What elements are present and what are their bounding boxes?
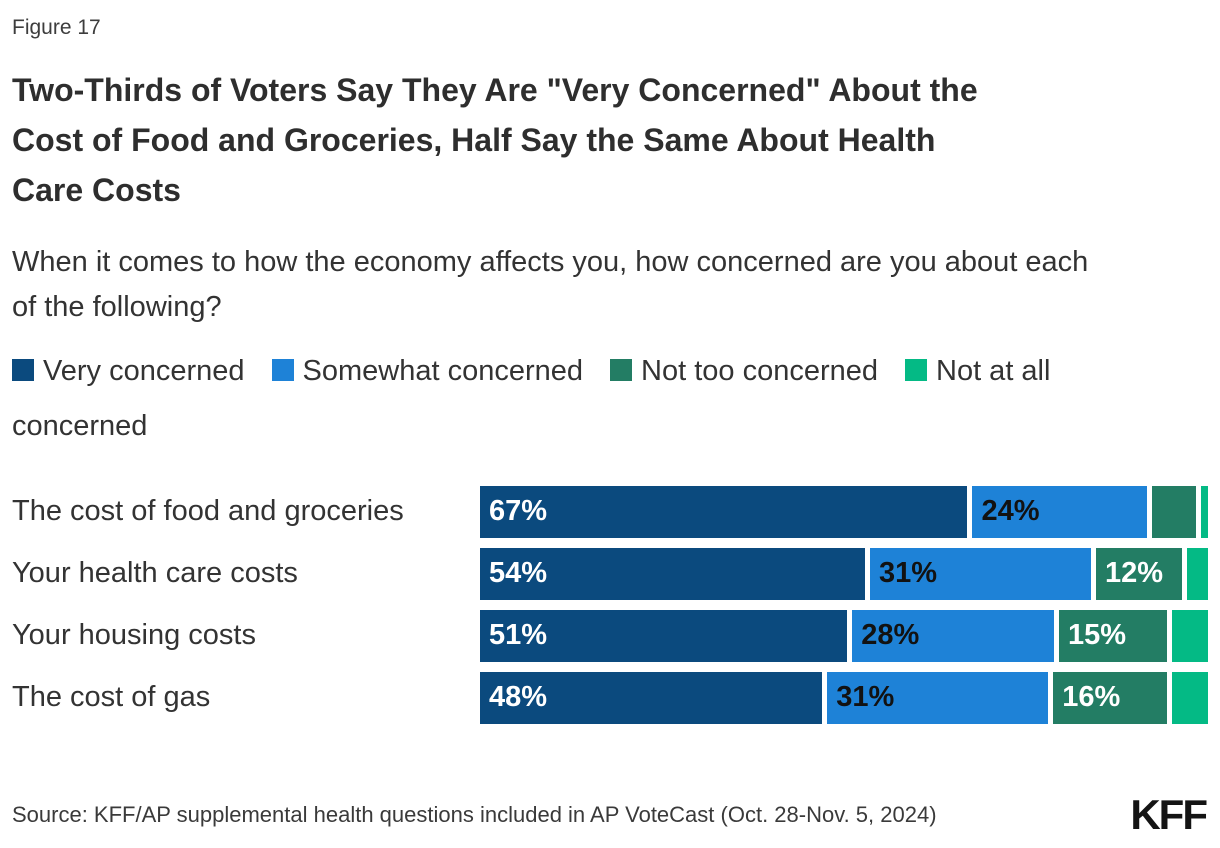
bar-segment-value: 67%	[489, 495, 548, 528]
bar-segment-not-too-concerned: 16%	[1053, 671, 1168, 724]
chart-footer: Source: KFF/AP supplemental health quest…	[12, 791, 1208, 838]
legend-swatch-not-too-concerned	[610, 358, 633, 381]
bar-segment-somewhat-concerned: 24%	[972, 485, 1148, 538]
bar-segment-very-concerned: 48%	[480, 671, 823, 724]
bar-segment-not-at-all-concerned	[1172, 671, 1208, 724]
bar-segment-value: 31%	[879, 557, 938, 590]
bar-segment-very-concerned: 54%	[480, 547, 866, 600]
source-note: Source: KFF/AP supplemental health quest…	[12, 802, 937, 827]
category-label: The cost of gas	[12, 681, 211, 714]
bar-segment-not-too-concerned: 12%	[1096, 547, 1182, 600]
bar-segment-value: 28%	[861, 619, 920, 652]
stacked-bar: 51% 28% 15%	[480, 609, 1208, 662]
legend-swatch-not-at-all-concerned	[905, 358, 927, 381]
bar-segment-somewhat-concerned: 28%	[852, 609, 1054, 662]
bar-segment-value: 31%	[836, 681, 895, 714]
bar-segment-somewhat-concerned: 31%	[827, 671, 1049, 724]
bar-segment-very-concerned: 51%	[480, 609, 848, 662]
bar-segment-somewhat-concerned: 31%	[870, 547, 1092, 600]
bar-row-your-health-care-costs: Your health care costs 54% 31% 12%	[12, 547, 1208, 600]
legend-swatch-very-concerned	[12, 358, 34, 381]
bar-segment-not-too-concerned: 15%	[1058, 609, 1167, 662]
stacked-bar: 67% 24%	[480, 485, 1208, 538]
bar-segment-value: 48%	[489, 681, 548, 714]
chart-subtitle: When it comes to how the economy affects…	[12, 245, 1089, 323]
legend-swatch-somewhat-concerned	[271, 358, 294, 381]
category-label: Your housing costs	[12, 619, 256, 652]
legend-item-somewhat-concerned: Somewhat concerned	[271, 355, 583, 387]
kff-logo: KFF	[1130, 791, 1208, 838]
bar-segment-not-too-concerned	[1152, 485, 1196, 538]
figure-number-label: Figure 17	[12, 16, 101, 39]
bar-segment-not-at-all-concerned	[1171, 609, 1208, 662]
bar-row-your-housing-costs: Your housing costs 51% 28% 15%	[12, 609, 1208, 662]
stacked-bar-chart: The cost of food and groceries 67% 24% Your…	[12, 485, 1208, 724]
chart-title: Two-Thirds of Voters Say They Are "Very …	[12, 72, 978, 208]
legend-item-not-too-concerned: Not too concerned	[610, 355, 878, 387]
bar-segment-value: 15%	[1067, 619, 1126, 652]
bar-segment-value: 24%	[981, 495, 1040, 528]
bar-segment-value: 12%	[1105, 557, 1164, 590]
chart-legend: Very concerned Somewhat concerned Not too …	[12, 344, 1208, 454]
stacked-bar: 48% 31% 16%	[480, 671, 1208, 724]
bar-segment-value: 54%	[489, 557, 548, 590]
bar-segment-value: 16%	[1062, 681, 1121, 714]
bar-segment-very-concerned: 67%	[480, 485, 968, 538]
stacked-bar: 54% 31% 12%	[480, 547, 1208, 600]
bar-segment-not-at-all-concerned	[1186, 547, 1208, 600]
category-label: Your health care costs	[12, 557, 298, 590]
category-label: The cost of food and groceries	[12, 495, 404, 528]
bar-row-the-cost-of-gas: The cost of gas 48% 31% 16%	[12, 671, 1208, 724]
legend-item-very-concerned: Very concerned	[12, 355, 245, 387]
bar-segment-not-at-all-concerned	[1200, 485, 1208, 538]
bar-segment-value: 51%	[489, 619, 548, 652]
legend-item-not-at-all-concerned: Not at all concerned	[12, 354, 1051, 442]
bar-row-the-cost-of-food-and-groceries: The cost of food and groceries 67% 24%	[12, 485, 1208, 538]
